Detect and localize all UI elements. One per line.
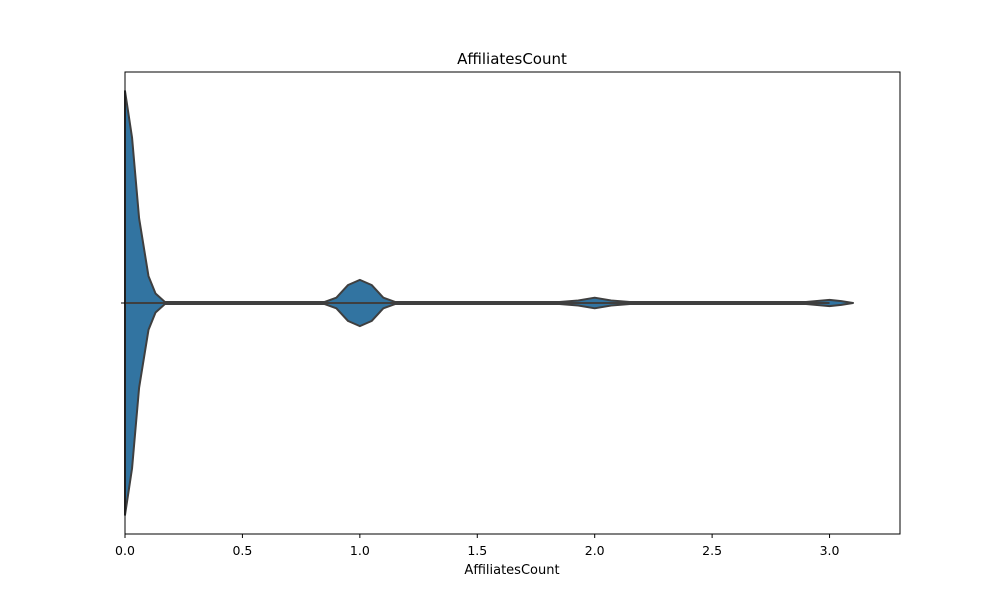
x-axis-ticks: 0.0 0.5 1.0 1.5 2.0 2.5 3.0 [115,534,840,558]
x-tick-label: 1.5 [467,543,487,558]
violin-layer [124,90,855,516]
x-tick-label: 2.5 [702,543,722,558]
x-tick-label: 2.0 [585,543,605,558]
x-axis-label: AffiliatesCount [464,563,559,578]
chart-title: AffiliatesCount [457,50,567,68]
x-tick-label: 0.0 [115,543,135,558]
x-tick-label: 1.0 [350,543,370,558]
x-tick-label: 3.0 [820,543,840,558]
x-tick-label: 0.5 [232,543,252,558]
